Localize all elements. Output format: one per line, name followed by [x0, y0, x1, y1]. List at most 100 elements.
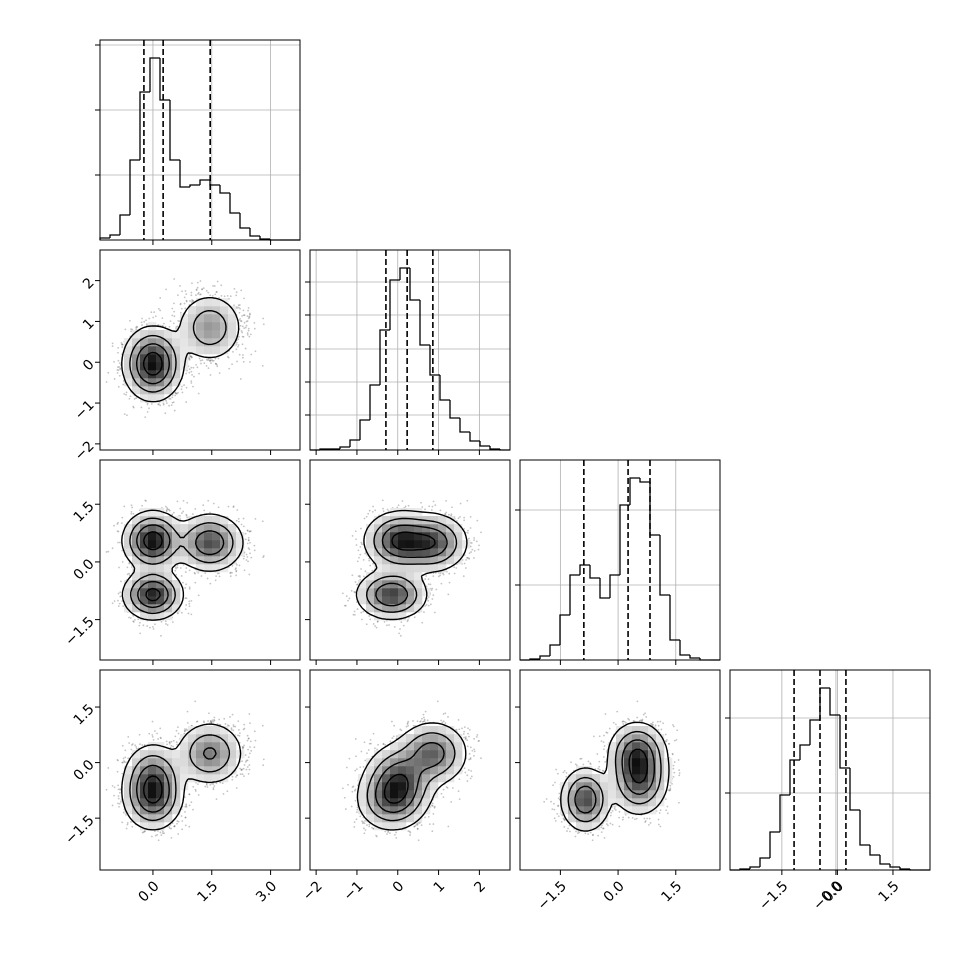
sample-point [602, 741, 605, 744]
density-cell [156, 798, 165, 807]
sample-point [213, 285, 216, 287]
sample-point [182, 563, 185, 566]
density-cell [180, 742, 189, 751]
sample-point [135, 746, 138, 748]
sample-point [248, 548, 251, 551]
sample-point [359, 576, 361, 578]
sample-point [250, 556, 253, 559]
density-cell [148, 588, 157, 597]
panel-frame [519, 459, 721, 661]
sample-point [227, 356, 230, 359]
sample-point [205, 364, 208, 367]
sample-point [357, 575, 360, 578]
histogram-bin [789, 759, 800, 795]
sample-point [240, 769, 243, 771]
density-cell [446, 556, 455, 565]
sample-point [436, 700, 439, 703]
density-cell [414, 604, 423, 613]
sample-point [240, 320, 243, 323]
density-cell [592, 782, 601, 791]
contour [121, 297, 240, 403]
density-cell [220, 774, 229, 783]
density-cell [204, 322, 213, 331]
sample-point [222, 793, 225, 795]
sample-point [176, 325, 179, 328]
sample-point [215, 363, 218, 366]
density-cell [406, 790, 415, 799]
sample-point [165, 400, 168, 402]
sample-point [455, 728, 458, 731]
sample-point [117, 369, 120, 372]
sample-point [241, 773, 244, 776]
sample-point [464, 738, 467, 740]
sample-point [244, 760, 247, 763]
density-cell [430, 758, 439, 767]
sample-point [230, 727, 233, 730]
sample-point [209, 582, 212, 585]
sample-point [151, 734, 154, 736]
sample-point [440, 792, 443, 795]
sample-point [400, 621, 403, 624]
sample-point [473, 549, 476, 552]
density-cell [220, 734, 229, 743]
sample-point [445, 499, 448, 502]
sample-point [135, 325, 138, 328]
sample-point [190, 613, 193, 616]
sample-point [172, 739, 175, 742]
density-cell [390, 564, 399, 573]
density-cell [390, 540, 399, 549]
sample-point [587, 760, 590, 763]
contour [560, 721, 670, 832]
density-cell [164, 572, 173, 581]
density-cell [148, 782, 157, 791]
density-cell [446, 758, 455, 767]
sample-point [190, 366, 193, 369]
sample-point [175, 567, 177, 570]
sample-point [612, 721, 615, 724]
sample-point [162, 403, 165, 406]
density-cell [406, 604, 415, 613]
sample-point [128, 562, 131, 565]
density-cell [366, 548, 375, 557]
density-cell [220, 532, 229, 541]
sample-point [409, 831, 412, 834]
sample-point [601, 824, 603, 827]
density-cell [390, 814, 399, 823]
sample-point [180, 307, 183, 310]
density-cell [188, 338, 197, 347]
density-cell [132, 354, 141, 363]
density-cell [132, 774, 141, 783]
sample-point [447, 825, 450, 828]
sample-point [117, 359, 120, 362]
sample-point [210, 720, 212, 723]
density-cell [406, 564, 415, 573]
sample-point [181, 290, 183, 293]
sample-point [231, 713, 234, 716]
sample-point [235, 519, 238, 522]
sample-point [121, 343, 124, 346]
density-cell [624, 774, 633, 783]
density-cell [156, 362, 165, 371]
sample-point [125, 391, 128, 394]
density-cell [576, 790, 585, 799]
sample-point [195, 363, 197, 366]
sample-point [177, 820, 180, 823]
sample-point [552, 784, 554, 787]
sample-point [475, 736, 478, 738]
sample-point [672, 764, 675, 767]
sample-point [359, 766, 362, 769]
sample-point [164, 620, 167, 623]
sample-point [173, 825, 176, 828]
sample-point [174, 569, 177, 572]
sample-point [208, 359, 211, 362]
sample-point [189, 300, 191, 302]
sample-point [171, 396, 174, 399]
density-cell [374, 580, 383, 589]
sample-point [444, 722, 447, 725]
density-cell [212, 540, 221, 549]
sample-point [231, 778, 234, 781]
sample-point [231, 363, 233, 366]
sample-point [121, 343, 124, 346]
sample-point [348, 757, 351, 760]
sample-point [164, 505, 167, 508]
